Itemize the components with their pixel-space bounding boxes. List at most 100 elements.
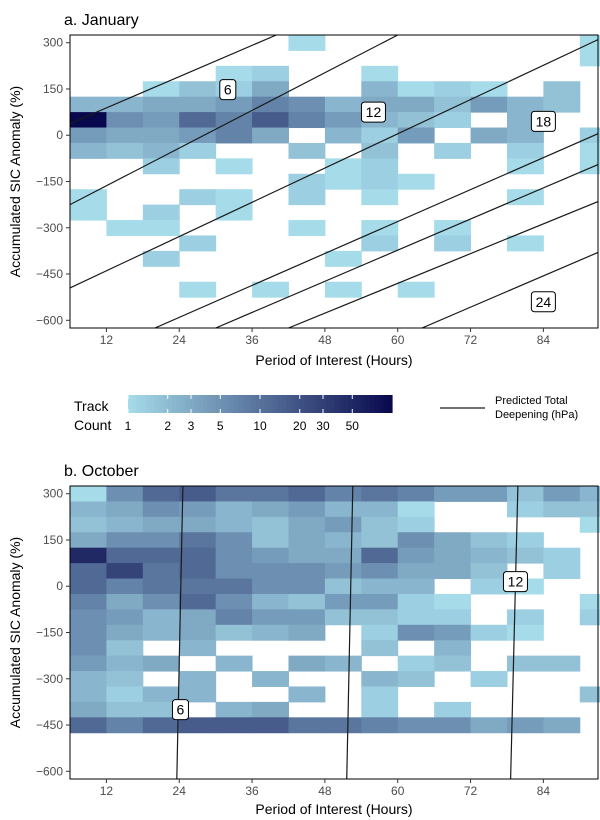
y-tick-label: 300 bbox=[43, 487, 63, 501]
heatmap-cell bbox=[397, 578, 435, 595]
colorbar-segment bbox=[202, 395, 208, 413]
y-tick-label: 150 bbox=[43, 533, 63, 547]
heatmap-cell bbox=[288, 593, 326, 610]
colorbar-segment bbox=[233, 395, 239, 413]
heatmap-cell bbox=[179, 593, 217, 610]
heatmap-cell bbox=[179, 532, 217, 549]
heatmap-cell bbox=[142, 532, 180, 549]
heatmap-cell bbox=[142, 96, 180, 113]
heatmap-cell bbox=[70, 686, 107, 703]
heatmap-cell bbox=[579, 516, 600, 533]
heatmap-cell bbox=[579, 158, 600, 175]
heatmap-cell bbox=[324, 516, 362, 533]
heatmap-cell bbox=[252, 701, 289, 718]
heatmap-cell bbox=[324, 173, 362, 190]
heatmap-cell bbox=[361, 593, 399, 610]
contour-lines bbox=[70, 35, 598, 328]
heatmap-cell bbox=[252, 671, 289, 687]
contour-label: 6 bbox=[224, 82, 232, 98]
panel-title: a. January bbox=[64, 12, 139, 29]
heatmap-cell bbox=[506, 609, 544, 626]
heatmap-cell bbox=[361, 158, 399, 175]
heatmap-cell bbox=[215, 96, 253, 113]
heatmap-cell bbox=[215, 501, 253, 518]
heatmap-cell bbox=[506, 717, 544, 734]
heatmap-cell bbox=[397, 81, 435, 98]
colorbar-segment bbox=[207, 395, 213, 413]
heatmap-cell bbox=[288, 142, 326, 159]
colorbar-segment bbox=[286, 395, 292, 413]
heatmap-cell bbox=[179, 127, 217, 144]
heatmap-cell bbox=[543, 563, 581, 580]
heatmap-cell bbox=[324, 532, 362, 549]
heatmap-cell bbox=[288, 516, 326, 533]
heatmap-cell bbox=[397, 655, 435, 672]
heatmap-cell bbox=[252, 578, 289, 595]
heatmap-cell bbox=[142, 81, 180, 98]
heatmap-cell bbox=[397, 112, 435, 129]
legend-colorbar bbox=[127, 395, 393, 413]
heatmap-cell bbox=[179, 671, 217, 687]
legend-line-label-1: Predicted Total bbox=[495, 395, 568, 407]
heatmap-cell bbox=[470, 486, 508, 502]
heatmap-cell bbox=[579, 142, 600, 159]
colorbar-tick-label: 50 bbox=[346, 419, 360, 433]
heatmap-cell bbox=[361, 717, 399, 734]
heatmap-cell bbox=[215, 127, 253, 144]
heatmap-cell bbox=[470, 96, 508, 113]
heatmap-cell bbox=[252, 96, 289, 113]
panel-october: b. October 12 24 36 48 60 72 84 300 150 0 −150 −30… bbox=[7, 463, 600, 817]
contour-lines bbox=[176, 486, 519, 779]
heatmap-cell bbox=[106, 532, 144, 549]
contour-label-box bbox=[530, 291, 556, 313]
heatmap-cell bbox=[252, 717, 289, 734]
legend: Track Count 1 2 3 5 10 20 30 50 Predicted Total… bbox=[74, 395, 578, 433]
x-axis-label: Period of Interest (Hours) bbox=[255, 352, 412, 368]
heatmap-cell bbox=[215, 547, 253, 564]
heatmap-cell bbox=[434, 624, 472, 641]
heatmap-cell bbox=[106, 701, 144, 718]
contour-line bbox=[421, 251, 598, 328]
x-tick-label: 72 bbox=[464, 784, 478, 798]
contour-label: 24 bbox=[536, 294, 552, 310]
y-tick-label: −450 bbox=[36, 718, 63, 732]
heatmap-cells bbox=[70, 35, 600, 298]
heatmap-cell bbox=[579, 127, 600, 144]
heatmap-cell bbox=[215, 609, 253, 626]
heatmap-cell bbox=[179, 686, 217, 703]
contour-line bbox=[70, 35, 398, 206]
colorbar-segment bbox=[154, 395, 160, 413]
heatmap-cell bbox=[579, 609, 600, 626]
contour-label-box bbox=[219, 79, 237, 101]
heatmap-cell bbox=[252, 127, 289, 144]
heatmap-cell bbox=[252, 501, 289, 518]
colorbar-segment bbox=[176, 395, 182, 413]
contour-line bbox=[288, 200, 598, 328]
heatmap-cell bbox=[506, 547, 544, 564]
x-tick-label: 84 bbox=[537, 784, 551, 798]
heatmap-cell bbox=[70, 142, 107, 159]
colorbar-segment bbox=[194, 395, 199, 413]
heatmap-cell bbox=[252, 547, 289, 564]
heatmap-cell bbox=[434, 547, 472, 564]
heatmap-cell bbox=[324, 96, 362, 113]
heatmap-cell bbox=[70, 532, 107, 549]
heatmap-cell bbox=[361, 516, 399, 533]
colorbar-segment bbox=[167, 395, 173, 413]
colorbar-tick-label: 5 bbox=[217, 419, 224, 433]
heatmap-cell bbox=[434, 486, 472, 502]
y-tick-label: −450 bbox=[36, 267, 63, 281]
heatmap-cell bbox=[288, 609, 326, 626]
heatmap-cell bbox=[361, 547, 399, 564]
heatmap-cell bbox=[470, 717, 508, 734]
colorbar-tick-label: 10 bbox=[253, 419, 267, 433]
heatmap-cell bbox=[142, 609, 180, 626]
heatmap-cell bbox=[70, 609, 107, 626]
x-tick-label: 60 bbox=[391, 333, 405, 347]
heatmap-cell bbox=[324, 281, 362, 298]
colorbar-segment bbox=[141, 395, 147, 413]
colorbar-segment bbox=[136, 395, 142, 413]
heatmap-cell bbox=[70, 189, 107, 206]
heatmap-cell bbox=[434, 717, 472, 734]
heatmap-cell bbox=[397, 96, 435, 113]
